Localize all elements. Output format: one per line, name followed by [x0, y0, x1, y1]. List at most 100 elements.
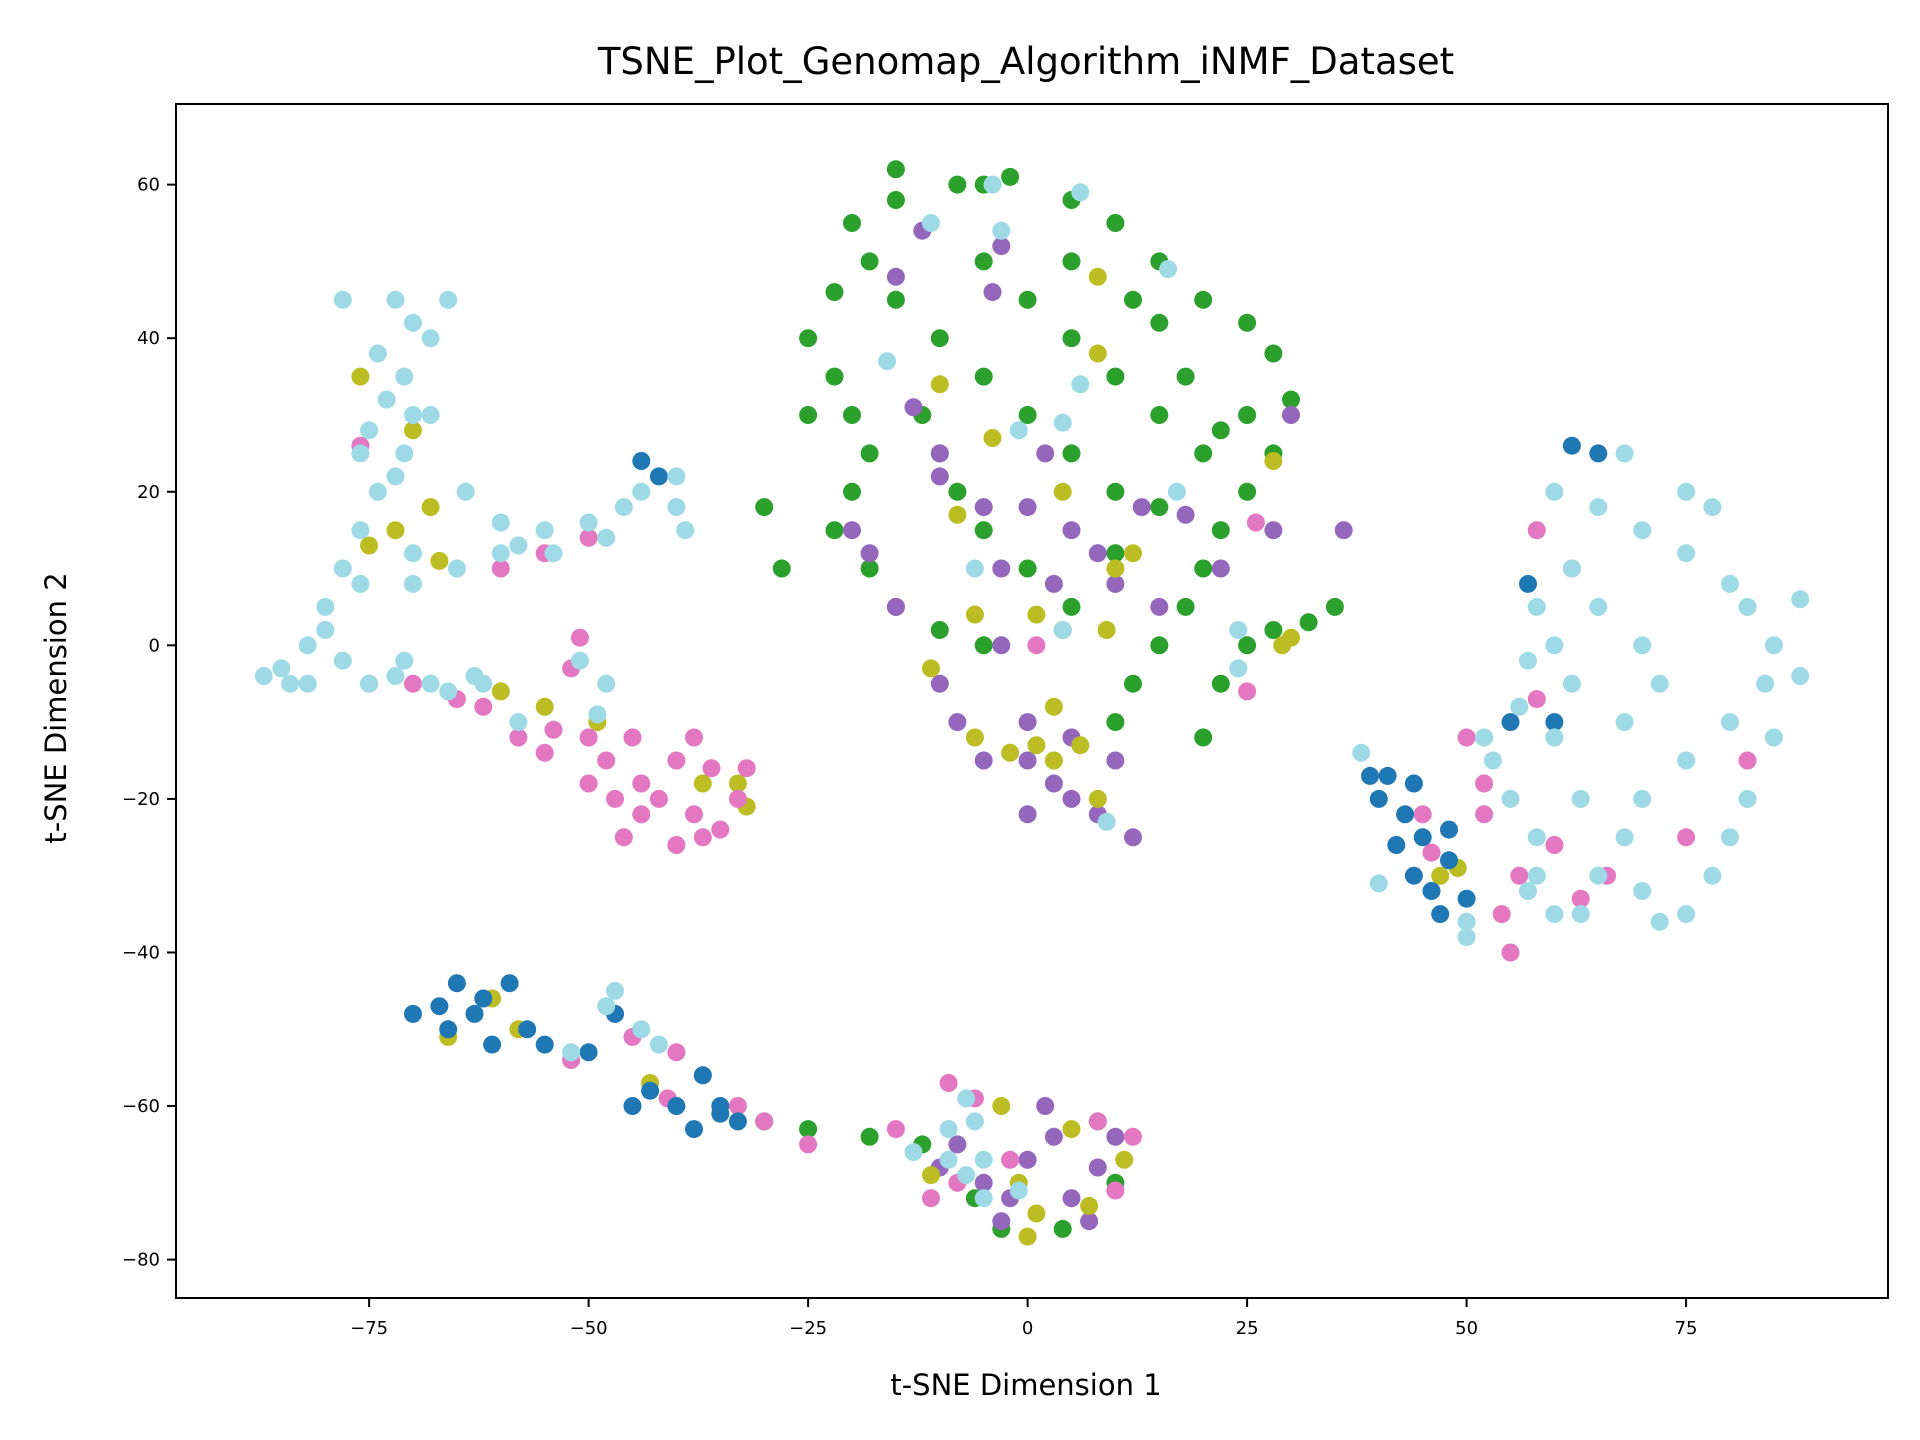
data-point [386, 521, 405, 540]
data-point [1027, 736, 1046, 755]
data-point [1413, 828, 1432, 847]
data-point [421, 674, 440, 693]
data-point [1044, 574, 1063, 593]
data-point [1282, 628, 1300, 647]
data-point [992, 1212, 1011, 1231]
data-point [1545, 713, 1564, 732]
data-point [1677, 544, 1696, 563]
data-point [579, 528, 598, 547]
data-point [711, 820, 730, 839]
data-point [1571, 789, 1590, 808]
data-point [1080, 1196, 1099, 1215]
data-point [1062, 1189, 1081, 1208]
data-point [1238, 313, 1257, 332]
data-point [860, 252, 879, 271]
data-point [974, 252, 993, 271]
data-point [860, 444, 879, 463]
data-point [509, 728, 528, 747]
data-point [1457, 928, 1476, 947]
data-point [1282, 406, 1300, 424]
data-point [1018, 805, 1037, 824]
data-point [421, 406, 440, 424]
data-point [1009, 421, 1028, 440]
data-point [1562, 674, 1581, 693]
data-point [1018, 1150, 1037, 1169]
data-point [1062, 1120, 1081, 1139]
data-point [1475, 728, 1494, 747]
data-point [606, 981, 624, 1000]
data-point [386, 667, 405, 685]
data-point [368, 482, 387, 501]
data-point [474, 989, 493, 1008]
data-point [1519, 651, 1537, 670]
data-point [1492, 905, 1511, 924]
data-point [1027, 636, 1046, 655]
y-tick-label: −40 [122, 942, 160, 963]
data-point [860, 1127, 879, 1146]
data-point [974, 1150, 993, 1169]
data-point [439, 682, 458, 701]
data-point [1044, 697, 1063, 716]
data-point [693, 1066, 712, 1085]
data-point [632, 805, 651, 824]
data-point [685, 1120, 703, 1139]
data-point [1589, 597, 1608, 616]
data-point [649, 467, 668, 486]
data-point [1071, 375, 1090, 394]
data-point [544, 720, 563, 739]
data-point [1369, 789, 1388, 808]
data-point [667, 1097, 686, 1115]
data-point [974, 636, 993, 655]
y-tick-label: −20 [122, 789, 160, 810]
data-point [1150, 498, 1169, 517]
data-point [1229, 621, 1248, 639]
data-point [1501, 789, 1520, 808]
data-point [702, 759, 721, 778]
data-point [579, 1043, 598, 1062]
data-point [518, 1020, 537, 1039]
data-point [1097, 621, 1116, 639]
data-point [922, 1189, 940, 1208]
data-point [597, 751, 616, 770]
data-point [404, 1004, 422, 1023]
data-point [992, 221, 1011, 240]
data-point [728, 1097, 747, 1115]
data-point [1545, 728, 1564, 747]
data-point [351, 444, 370, 463]
data-point [1018, 713, 1037, 732]
data-point [1677, 905, 1696, 924]
y-tick-label: 0 [149, 635, 160, 656]
data-point [939, 1120, 958, 1139]
data-point [1501, 713, 1520, 732]
data-point [992, 636, 1011, 655]
data-point [1053, 1219, 1072, 1238]
data-point [965, 1112, 984, 1131]
data-point [491, 559, 510, 578]
data-point [755, 498, 774, 517]
data-point [360, 674, 379, 693]
data-point [1044, 774, 1063, 793]
data-point [755, 1112, 774, 1131]
data-point [1009, 1181, 1028, 1200]
data-point [860, 544, 879, 563]
data-point [1018, 406, 1037, 424]
data-point [948, 713, 967, 732]
data-point [1036, 444, 1055, 463]
data-point [948, 482, 967, 501]
data-point [1194, 290, 1213, 309]
data-point [1387, 836, 1406, 854]
data-point [1001, 1150, 1020, 1169]
data-point [1633, 789, 1652, 808]
data-point [298, 636, 317, 655]
data-point [447, 559, 466, 578]
data-point [1124, 1127, 1142, 1146]
y-tick-label: 20 [137, 482, 160, 503]
data-point [544, 544, 563, 563]
data-point [439, 1020, 458, 1039]
data-point [632, 452, 651, 470]
data-point [1018, 498, 1037, 517]
data-point [1088, 1112, 1107, 1131]
data-point [843, 214, 861, 232]
data-point [1299, 613, 1318, 632]
data-point [1264, 621, 1283, 639]
